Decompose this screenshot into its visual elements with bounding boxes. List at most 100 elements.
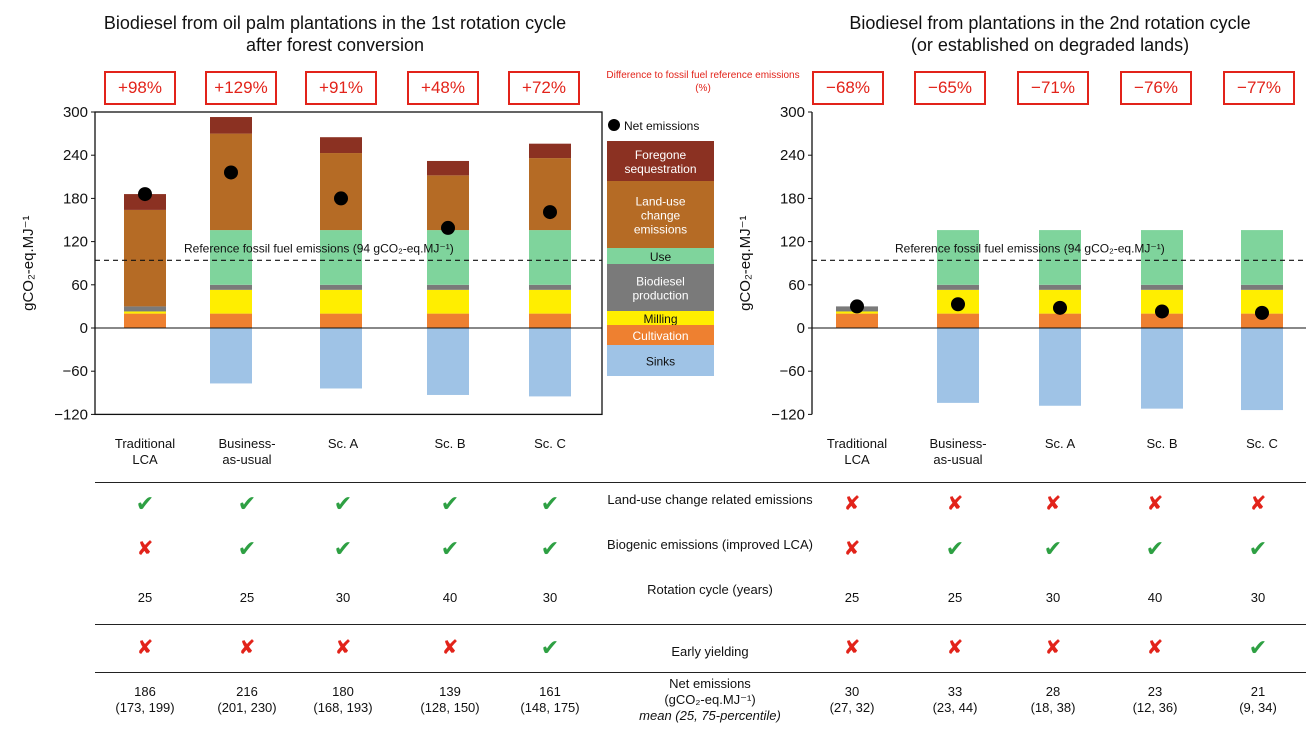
left-y-tick-label: 300 <box>63 104 88 121</box>
table-cell: ✔ <box>207 538 287 560</box>
legend-swatch-cultivation <box>607 325 714 345</box>
right-category-label: Sc. A <box>1044 436 1076 451</box>
left-bar-cultivation <box>320 313 362 328</box>
cross-icon: ✘ <box>238 637 256 659</box>
table-cell: ✘ <box>812 539 892 559</box>
left-y-tick-label: 240 <box>63 147 88 164</box>
check-icon: ✔ <box>440 536 460 561</box>
table-cell: ✔ <box>303 538 383 560</box>
left-y-tick-label: −120 <box>54 406 88 423</box>
left-bar-foregone <box>529 143 571 159</box>
right-y-tick-label: 120 <box>780 234 805 251</box>
table-cell: ✘ <box>1218 494 1298 514</box>
legend-label-luc: Land-use <box>635 195 685 209</box>
check-icon: ✔ <box>1043 536 1063 561</box>
right-difference-box: −68% <box>812 71 884 105</box>
net-emissions-range: (201, 230) <box>217 700 277 715</box>
legend-label-luc: emissions <box>634 223 687 237</box>
net-emissions-mean: 139 <box>439 684 461 699</box>
net-emissions-range: (18, 38) <box>1030 700 1076 715</box>
net-emissions-range: (168, 193) <box>313 700 373 715</box>
check-icon: ✔ <box>333 536 353 561</box>
left-difference-box: +48% <box>407 71 479 105</box>
left-reference-label: Reference fossil fuel emissions (94 gCO₂… <box>184 241 454 255</box>
left-bar-cultivation <box>210 313 252 328</box>
table-row-label: Rotation cycle (years) <box>647 582 773 597</box>
left-bar-use <box>529 230 571 285</box>
table-rule-4 <box>95 672 1306 673</box>
legend-label-biodiesel: Biodiesel <box>636 275 685 289</box>
legend-net-label: Net emissions <box>624 119 699 133</box>
right-net-emission-dot <box>951 297 965 312</box>
check-icon: ✔ <box>1248 536 1268 561</box>
right-difference-box: −76% <box>1120 71 1192 105</box>
right-bar-cultivation <box>1039 313 1081 328</box>
table-cell: 25 <box>239 590 255 605</box>
left-y-axis-label: gCO₂-eq.MJ⁻¹ <box>20 215 37 310</box>
legend-swatch-foregone <box>607 141 714 181</box>
net-emissions-mean: 30 <box>844 684 860 699</box>
table-cell: ✔ <box>410 493 490 515</box>
cross-icon: ✘ <box>843 493 861 515</box>
table-cell: ✔ <box>510 493 590 515</box>
check-icon: ✔ <box>540 635 560 660</box>
right-bar-biodiesel <box>937 284 979 290</box>
net-emissions-range: (12, 36) <box>1132 700 1178 715</box>
left-bar-luc <box>529 158 571 231</box>
right-bar-use <box>1241 230 1283 285</box>
emissions-chart: 300 240 180 120 60 0 −60 −120 gCO₂-eq.MJ⁻¹ Refere… <box>20 104 1306 423</box>
right-bar-sinks <box>1241 328 1283 411</box>
cross-icon: ✘ <box>843 637 861 659</box>
left-bar-biodiesel <box>124 306 166 312</box>
cross-icon: ✘ <box>334 637 352 659</box>
table-cell: ✘ <box>303 637 383 659</box>
legend-label-luc: change <box>641 209 681 223</box>
check-icon: ✔ <box>440 491 460 516</box>
table-cell: ✔ <box>1218 538 1298 560</box>
left-difference-box: +91% <box>305 71 377 105</box>
left-category-label: Traditional LCA <box>114 436 176 467</box>
table-cell: ✘ <box>1115 638 1195 658</box>
left-bar-foregone <box>320 137 362 154</box>
legend-swatch-milling <box>607 311 714 325</box>
cross-icon: ✘ <box>441 637 459 659</box>
check-icon: ✔ <box>540 491 560 516</box>
check-icon: ✔ <box>135 491 155 516</box>
left-bar-milling <box>124 311 166 314</box>
right-bar-sinks <box>937 328 979 403</box>
left-bar-biodiesel <box>320 284 362 290</box>
left-y-tick-label: 180 <box>63 190 88 207</box>
right-net-emission-dot <box>1053 300 1067 315</box>
net-emissions-range: (148, 175) <box>520 700 580 715</box>
right-bar-use <box>1141 230 1183 285</box>
table-top-rule <box>95 482 1306 483</box>
table-row-label: Early yielding <box>671 644 749 659</box>
left-net-emission-dot <box>224 165 238 180</box>
net-emissions-range: (23, 44) <box>932 700 978 715</box>
table-rule-3 <box>95 624 1306 625</box>
left-bar-sinks <box>320 328 362 389</box>
left-net-emission-dot <box>334 191 348 206</box>
left-plot-frame <box>94 111 603 416</box>
right-bar-use <box>937 230 979 285</box>
left-bar-luc <box>124 209 166 307</box>
legend-swatch-biodiesel <box>607 264 714 311</box>
right-y-tick-label: 240 <box>780 147 805 164</box>
table-cell: ✘ <box>1013 494 1093 514</box>
right-y-axis-label: gCO₂-eq.MJ⁻¹ <box>737 215 754 310</box>
table-cell: 25 <box>137 590 153 605</box>
table-cell: ✔ <box>1218 637 1298 659</box>
right-panel-title: Biodiesel from plantations in the 2nd ro… <box>849 13 1251 55</box>
table-cell: ✘ <box>105 539 185 559</box>
table-cell: 25 <box>947 590 963 605</box>
net-emissions-mean: 186 <box>134 684 156 699</box>
right-bar-cultivation <box>836 313 878 328</box>
table-cell: ✘ <box>1013 638 1093 658</box>
right-bar-sinks <box>1039 328 1081 406</box>
table-cell: 30 <box>335 590 351 605</box>
right-difference-box: −77% <box>1223 71 1295 105</box>
left-bar-use <box>210 230 252 285</box>
left-bar-biodiesel <box>210 284 252 290</box>
left-category-label: Sc. C <box>534 436 566 451</box>
legend-swatch-sinks <box>607 345 714 376</box>
